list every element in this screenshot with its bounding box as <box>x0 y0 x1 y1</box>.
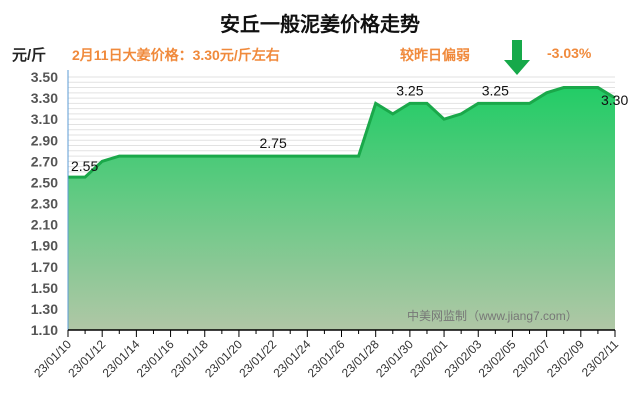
svg-text:23/02/09: 23/02/09 <box>544 337 587 380</box>
price-note: 2月11日大姜价格：3.30元/斤左右 <box>72 47 280 63</box>
svg-text:1.90: 1.90 <box>31 238 58 254</box>
svg-text:2.50: 2.50 <box>31 174 58 190</box>
svg-text:1.30: 1.30 <box>31 301 58 317</box>
svg-text:3.50: 3.50 <box>31 69 58 85</box>
svg-text:2.90: 2.90 <box>31 132 58 148</box>
y-axis-unit: 元/斤 <box>12 47 47 64</box>
svg-text:1.70: 1.70 <box>31 259 58 275</box>
svg-text:2.55: 2.55 <box>71 158 98 174</box>
chart-title: 安丘一般泥姜价格走势 <box>220 14 420 36</box>
svg-text:2.75: 2.75 <box>260 135 287 151</box>
svg-text:2.30: 2.30 <box>31 196 58 212</box>
watermark: 中美网监制（www.jiang7.com） <box>407 308 578 323</box>
svg-text:1.10: 1.10 <box>31 322 58 338</box>
svg-text:2.70: 2.70 <box>31 153 58 169</box>
compare-text: 较昨日偏弱 <box>400 47 470 63</box>
svg-text:23/02/11: 23/02/11 <box>579 337 622 380</box>
svg-text:3.25: 3.25 <box>396 82 423 98</box>
down-arrow-icon <box>504 40 530 81</box>
price-line <box>68 86 616 179</box>
data-labels: 2.55 2.75 3.25 3.25 3.30 <box>71 82 628 174</box>
svg-text:2.10: 2.10 <box>31 217 58 233</box>
svg-text:1.50: 1.50 <box>31 280 58 296</box>
y-axis-ticks: 3.50 3.30 3.10 2.90 2.70 2.50 2.30 2.10 1.90 1.70… <box>31 69 58 338</box>
svg-text:3.25: 3.25 <box>482 82 509 98</box>
x-axis-ticks: 23/01/1023/01/1223/01/1423/01/1623/01/18… <box>31 330 621 380</box>
svg-text:3.30: 3.30 <box>601 92 628 108</box>
change-percent: -3.03% <box>547 45 592 61</box>
price-area <box>68 87 615 331</box>
svg-text:3.10: 3.10 <box>31 111 58 127</box>
svg-text:3.30: 3.30 <box>31 90 58 106</box>
